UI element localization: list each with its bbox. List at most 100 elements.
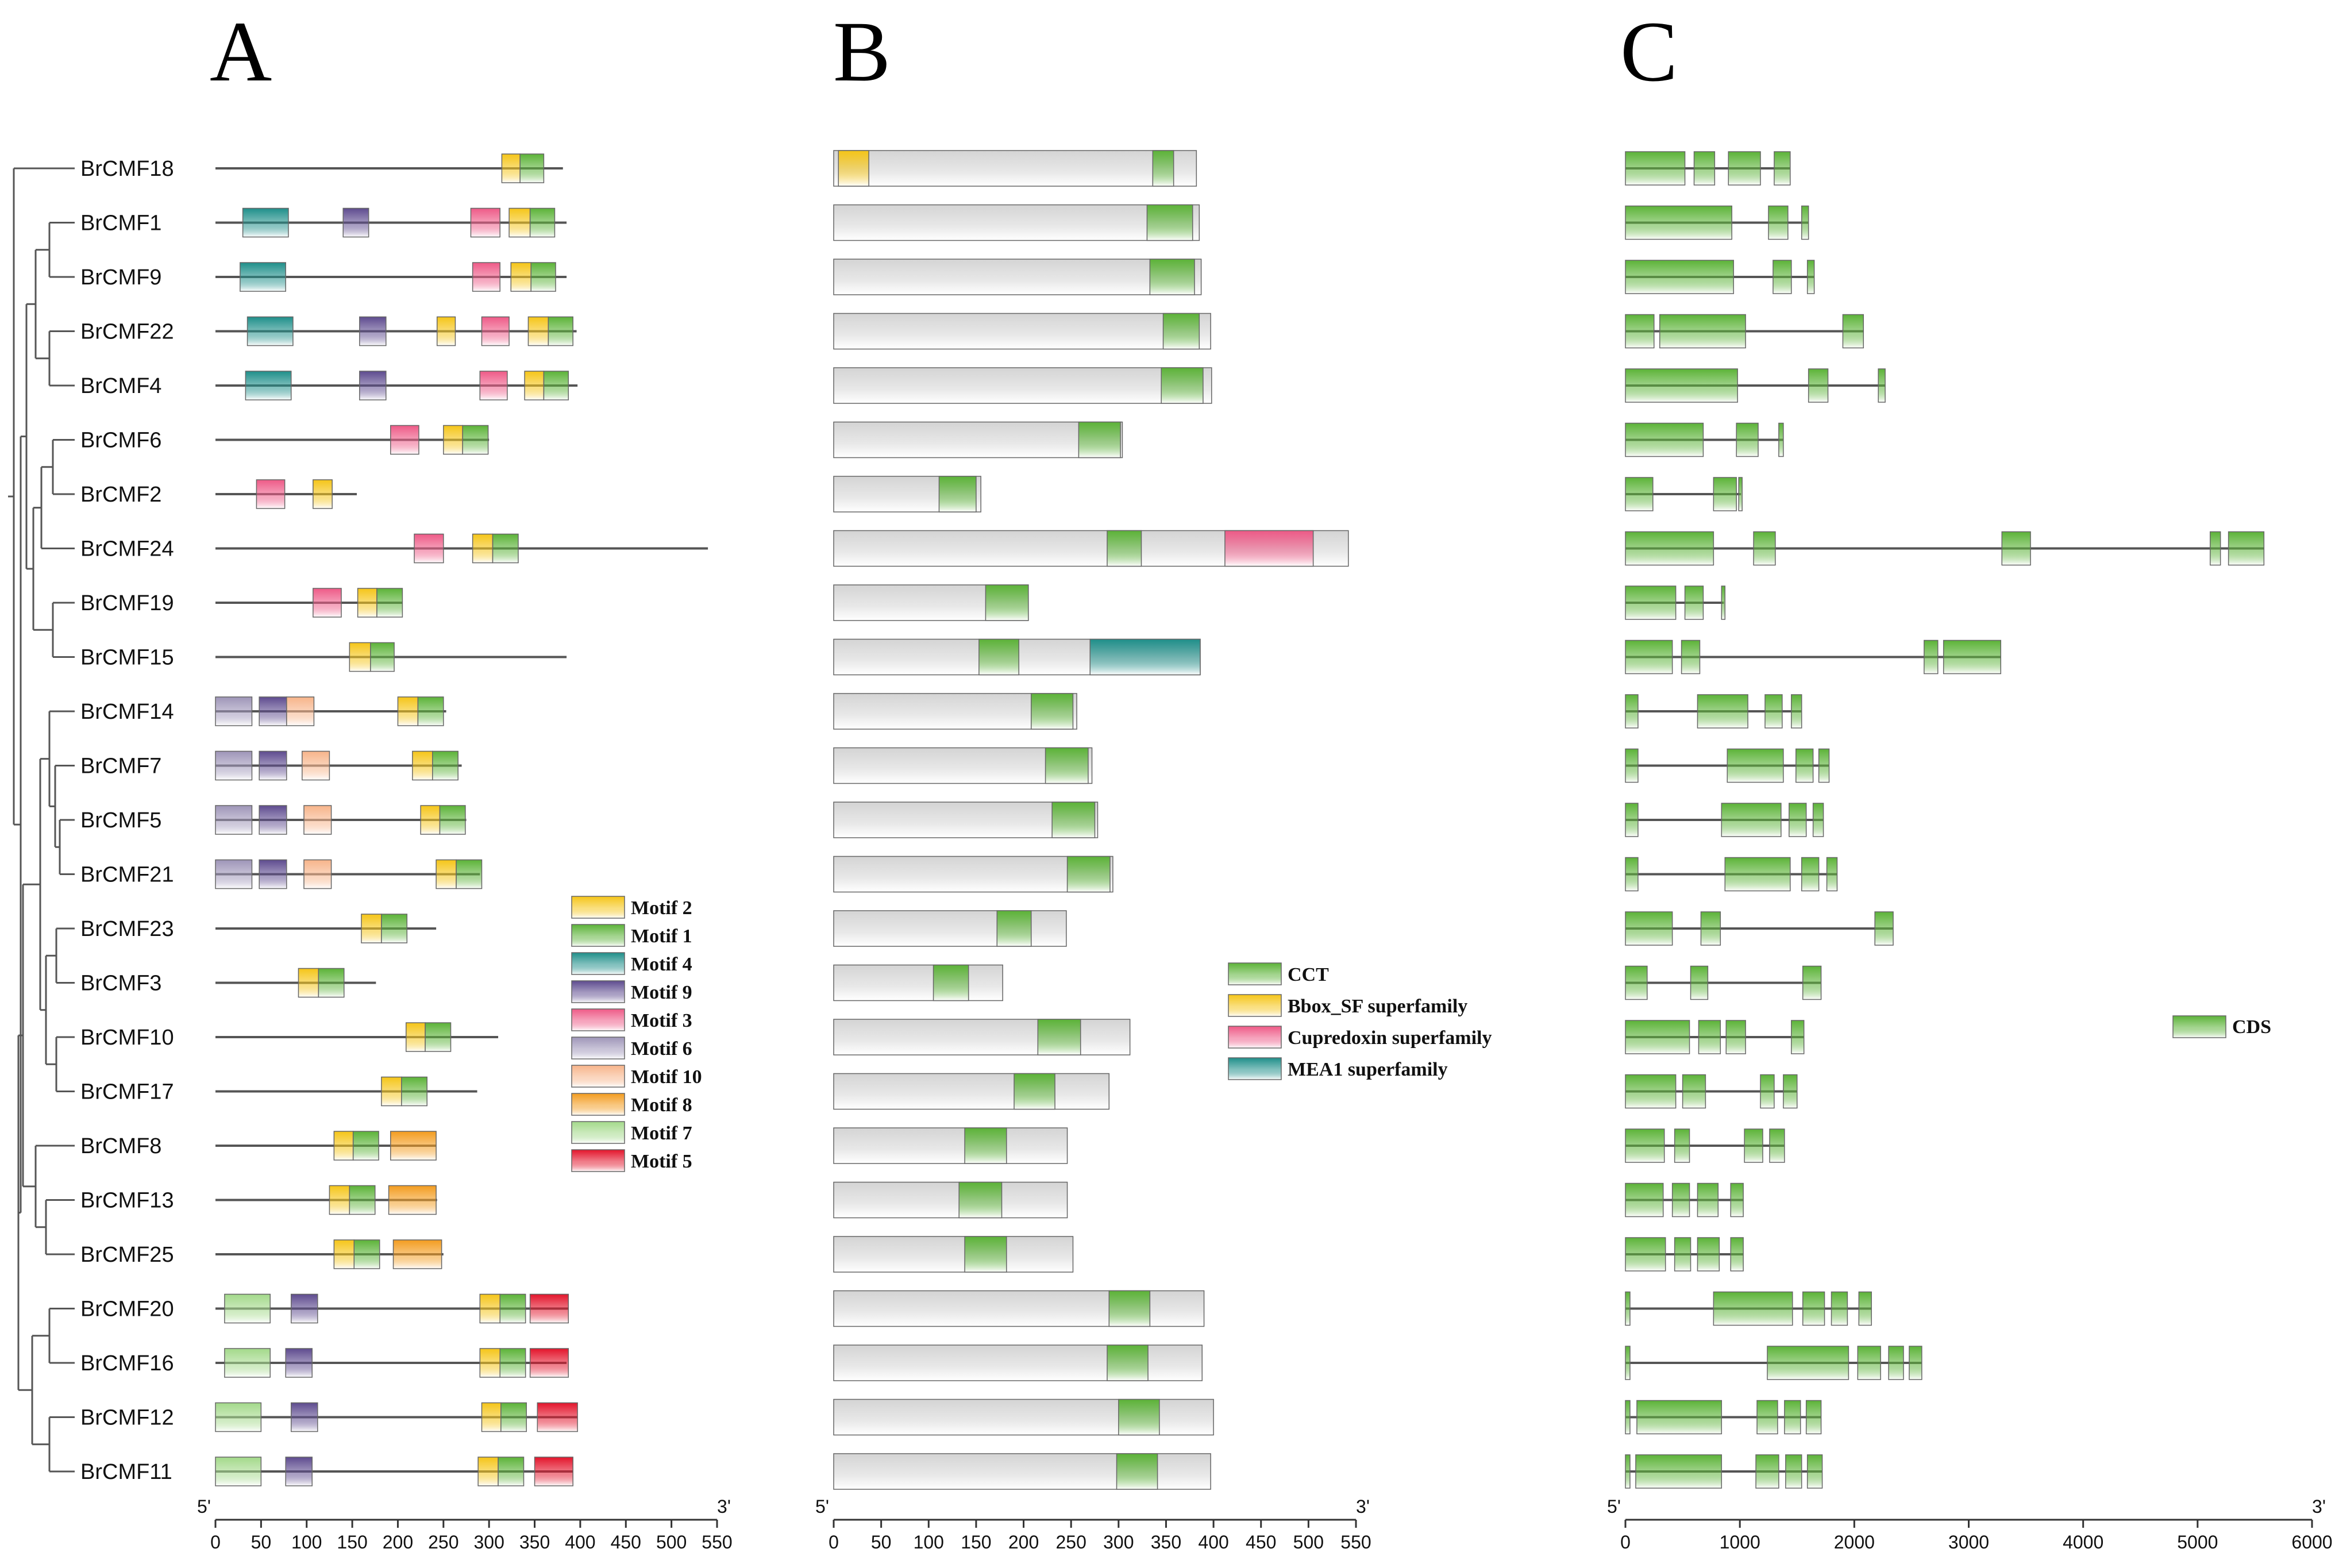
gene-label: BrCMF21: [80, 863, 174, 887]
domain-box: [958, 1181, 1003, 1219]
exon-box: [1808, 368, 1829, 403]
gene-label: BrCMF12: [80, 1406, 174, 1430]
panel-a-axis-start: 5': [197, 1496, 211, 1517]
motif-legend-label: Motif 10: [631, 1066, 702, 1088]
domain-box: [1014, 1073, 1055, 1110]
domain-box: [985, 584, 1029, 621]
panel-c-axis-start: 5': [1607, 1496, 1621, 1517]
exon-box: [1636, 1400, 1723, 1435]
motif-box: [390, 1131, 437, 1161]
motif-box: [537, 1402, 578, 1432]
motif-box: [388, 1185, 437, 1215]
exon-box: [1625, 477, 1654, 511]
gene-label: BrCMF11: [80, 1460, 172, 1484]
gene-label: BrCMF4: [80, 374, 161, 398]
exon-box: [1635, 1454, 1723, 1489]
gene-label: BrCMF24: [80, 537, 174, 561]
motif-box: [501, 153, 521, 183]
gene-label: BrCMF5: [80, 808, 161, 833]
motif-legend-swatch: [571, 1008, 625, 1031]
exon-box: [1625, 1291, 1631, 1326]
exon-box: [1802, 1291, 1825, 1326]
motif-legend-swatch: [571, 1037, 625, 1060]
motif-box: [349, 1185, 376, 1215]
exon-box: [1625, 368, 1738, 403]
motif-legend-label: Motif 4: [631, 954, 692, 975]
motif-legend-label: Motif 5: [631, 1151, 692, 1172]
motif-box: [259, 805, 287, 835]
panel-b-tick-label: 400: [1198, 1532, 1228, 1552]
motif-legend-swatch: [571, 980, 625, 1003]
exon-box: [2209, 531, 2221, 566]
exon-box: [1857, 1346, 1881, 1380]
exon-box: [1791, 1020, 1805, 1054]
exon-box: [1802, 965, 1822, 1000]
exon-box: [1789, 803, 1807, 837]
motif-box: [417, 696, 444, 726]
exon-box: [1684, 585, 1704, 620]
motif-box: [481, 1402, 502, 1432]
panel-b-tick-label: 500: [1293, 1532, 1324, 1552]
motif-box: [401, 1076, 427, 1107]
motif-box: [500, 1402, 527, 1432]
motif-box: [436, 316, 456, 346]
motif-box: [224, 1348, 271, 1378]
motif-box: [479, 1348, 500, 1378]
motif-box: [470, 207, 500, 238]
panel-a-tick-label: 500: [656, 1532, 687, 1552]
exon-box: [1697, 1182, 1719, 1218]
protein-bar: [833, 313, 1211, 350]
motif-box: [259, 750, 287, 781]
domain-box: [1116, 1453, 1158, 1490]
motif-box: [405, 1022, 426, 1052]
exon-box: [1730, 1237, 1744, 1272]
motif-box: [456, 859, 483, 889]
legends: Motif 2 Motif 1 Motif 4 Motif 9 Motif 3 Motif…: [571, 896, 2271, 1172]
motif-legend-label: Motif 9: [631, 982, 692, 1003]
exon-box: [1625, 1346, 1631, 1380]
exon-box: [1625, 1074, 1677, 1109]
exon-box: [1697, 1237, 1720, 1272]
motif-box: [303, 859, 332, 889]
domain-legend-label: Cupredoxin superfamily: [1288, 1027, 1492, 1049]
exon-box: [1625, 422, 1704, 457]
motif-legend-label: Motif 6: [631, 1038, 692, 1060]
exon-box: [1818, 748, 1830, 783]
motif-box: [543, 371, 569, 400]
panel-b-tick-label: 100: [914, 1532, 944, 1552]
panel-c-tick-label: 3000: [1948, 1532, 1989, 1552]
exon-box: [1625, 151, 1686, 186]
exon-box: [1713, 477, 1737, 511]
domain-box: [1107, 1344, 1149, 1381]
protein-bar: [833, 367, 1212, 404]
exon-box: [1806, 1454, 1823, 1489]
exon-box: [1801, 205, 1809, 240]
motif-box: [240, 262, 286, 292]
motif-legend-swatch: [571, 1065, 625, 1088]
panel-label-c: C: [1620, 4, 1678, 99]
panel-a-axis-end: 3': [717, 1496, 731, 1517]
motif-box: [215, 696, 253, 726]
motif-box: [286, 696, 315, 726]
gene-label: BrCMF22: [80, 320, 174, 344]
exon-box: [1625, 694, 1639, 729]
motif-box: [529, 1348, 569, 1378]
motif-box: [499, 1348, 526, 1378]
domain-box: [938, 476, 977, 513]
panel-b-tick-label: 0: [829, 1532, 839, 1552]
motif-box: [290, 1402, 318, 1432]
exon-box: [1725, 1020, 1746, 1054]
gene-label: BrCMF17: [80, 1080, 174, 1104]
exon-box: [1842, 314, 1864, 349]
protein-bar: [833, 1181, 1068, 1219]
exon-box: [1727, 748, 1784, 783]
exon-box: [1671, 1182, 1690, 1218]
motif-box: [436, 859, 457, 889]
motif-box: [381, 914, 408, 943]
motif-box: [412, 750, 433, 781]
panel-b-tick-label: 300: [1103, 1532, 1134, 1552]
exon-box: [1769, 1128, 1785, 1163]
domain-box: [1161, 367, 1204, 404]
protein-bar: [833, 259, 1202, 295]
exon-box: [1736, 422, 1759, 457]
